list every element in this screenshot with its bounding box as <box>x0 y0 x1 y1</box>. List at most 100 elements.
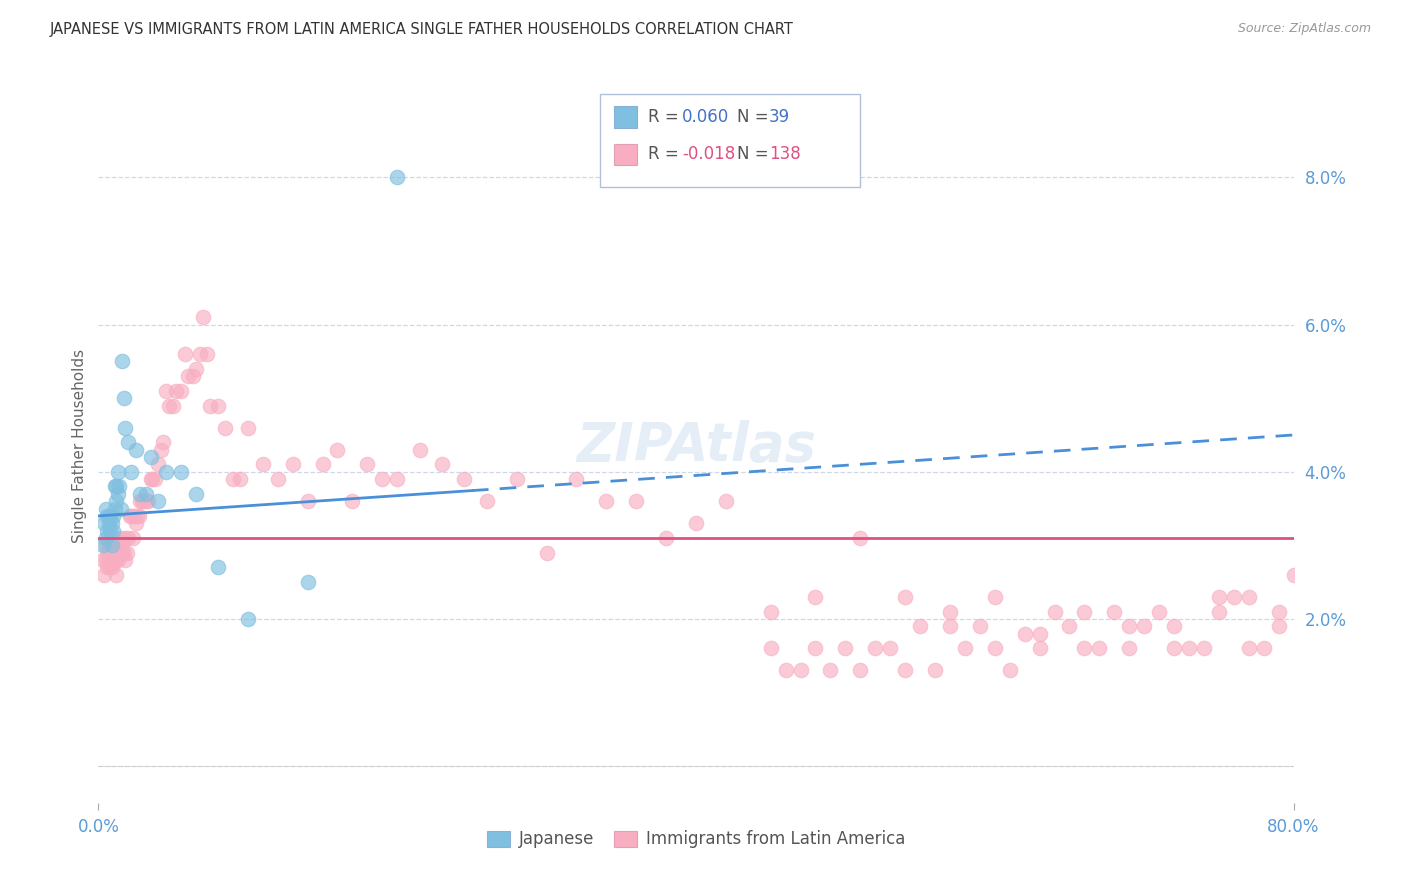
Point <box>267 472 290 486</box>
Point <box>311 458 333 472</box>
Point <box>111 538 134 552</box>
Point <box>229 472 252 486</box>
Text: 138: 138 <box>769 145 801 163</box>
Point <box>506 472 529 486</box>
Point <box>775 664 797 678</box>
Point <box>104 546 127 560</box>
Point <box>849 664 872 678</box>
Point <box>155 384 177 398</box>
Point <box>94 531 117 545</box>
Point <box>128 508 150 523</box>
Point <box>120 508 142 523</box>
Point <box>101 538 124 552</box>
Point <box>984 590 1007 604</box>
Point <box>139 450 162 464</box>
Point <box>136 494 159 508</box>
Point <box>132 494 155 508</box>
Point <box>105 494 128 508</box>
Point <box>385 170 409 185</box>
Point <box>108 479 131 493</box>
Point <box>103 531 125 545</box>
Point <box>162 399 184 413</box>
Point <box>152 435 174 450</box>
Point <box>157 399 180 413</box>
Point <box>453 472 475 486</box>
Point <box>97 553 120 567</box>
Point <box>111 354 134 368</box>
Point <box>111 546 134 560</box>
Point <box>139 472 162 486</box>
Point <box>939 605 962 619</box>
Point <box>108 546 131 560</box>
Point <box>121 531 143 545</box>
Point <box>129 487 152 501</box>
Text: R =: R = <box>648 108 685 126</box>
Point <box>125 442 148 457</box>
Text: N =: N = <box>737 108 773 126</box>
Point <box>96 524 118 538</box>
Text: JAPANESE VS IMMIGRANTS FROM LATIN AMERICA SINGLE FATHER HOUSEHOLDS CORRELATION C: JAPANESE VS IMMIGRANTS FROM LATIN AMERIC… <box>49 22 793 37</box>
Point <box>188 347 211 361</box>
Point <box>1028 641 1050 656</box>
Point <box>104 553 127 567</box>
Point <box>894 664 917 678</box>
Point <box>595 494 617 508</box>
Point <box>924 664 946 678</box>
Point <box>191 310 214 325</box>
Point <box>1267 605 1289 619</box>
Point <box>105 553 128 567</box>
Point <box>879 641 901 656</box>
Point <box>953 641 976 656</box>
Point <box>998 664 1021 678</box>
Point <box>105 479 128 493</box>
Point <box>120 465 142 479</box>
Point <box>565 472 588 486</box>
Point <box>112 391 135 405</box>
Point <box>865 641 887 656</box>
Point <box>1208 590 1230 604</box>
Point <box>110 531 132 545</box>
Point <box>1104 605 1126 619</box>
Point <box>804 641 827 656</box>
Point <box>112 546 135 560</box>
Point <box>125 516 148 531</box>
Point <box>297 494 319 508</box>
Point <box>114 553 136 567</box>
Point <box>1163 641 1185 656</box>
Point <box>356 458 378 472</box>
Point <box>93 516 115 531</box>
Point <box>104 501 127 516</box>
Point <box>297 575 319 590</box>
Point <box>107 487 129 501</box>
Point <box>148 458 170 472</box>
Point <box>1237 590 1260 604</box>
Point <box>118 508 141 523</box>
Point <box>1147 605 1170 619</box>
Point <box>169 465 191 479</box>
Point <box>834 641 856 656</box>
Point <box>214 420 236 434</box>
Point <box>98 524 122 538</box>
Point <box>101 553 124 567</box>
Point <box>1282 567 1305 582</box>
Point <box>105 567 128 582</box>
Point <box>1118 619 1140 633</box>
Point <box>135 487 157 501</box>
Point <box>91 538 114 552</box>
Point <box>97 538 120 552</box>
Point <box>107 465 129 479</box>
Point <box>820 664 842 678</box>
Point <box>759 605 782 619</box>
Point <box>104 479 127 493</box>
Text: N =: N = <box>737 145 773 163</box>
Text: 0.060: 0.060 <box>682 108 730 126</box>
Point <box>1133 619 1156 633</box>
Point <box>1073 641 1095 656</box>
Point <box>281 458 304 472</box>
Point <box>1043 605 1066 619</box>
Point <box>1267 619 1289 633</box>
Point <box>117 435 139 450</box>
Point <box>969 619 991 633</box>
Point <box>371 472 394 486</box>
Point <box>117 531 139 545</box>
